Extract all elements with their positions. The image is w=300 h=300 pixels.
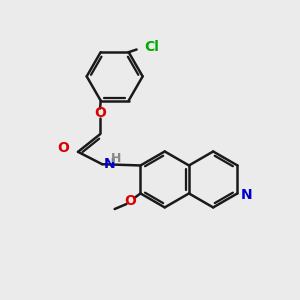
- Text: N: N: [103, 157, 115, 171]
- Text: H: H: [110, 152, 121, 165]
- Text: O: O: [57, 141, 69, 155]
- Text: O: O: [94, 106, 106, 120]
- Text: N: N: [241, 188, 253, 202]
- Text: Cl: Cl: [144, 40, 159, 54]
- Text: O: O: [124, 194, 136, 208]
